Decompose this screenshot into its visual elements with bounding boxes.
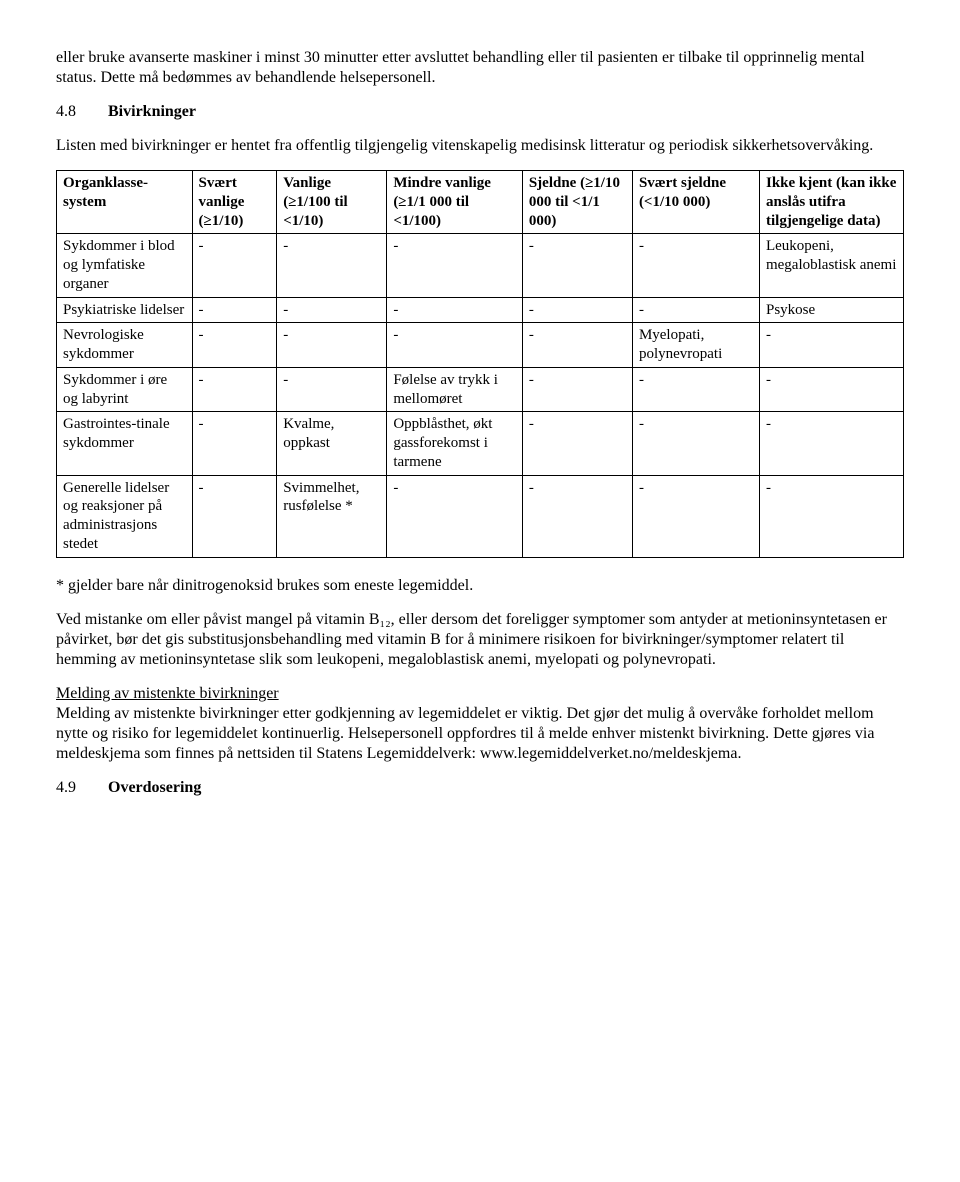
cell: - bbox=[277, 234, 387, 297]
cell: - bbox=[277, 323, 387, 368]
section-title: Bivirkninger bbox=[108, 103, 196, 120]
col-very-common: Svært vanlige (≥1/10) bbox=[192, 171, 277, 234]
cell: - bbox=[387, 475, 523, 557]
cell: - bbox=[632, 234, 759, 297]
cell: - bbox=[522, 367, 632, 412]
cell: - bbox=[192, 475, 277, 557]
cell: - bbox=[522, 234, 632, 297]
cell: - bbox=[759, 323, 903, 368]
col-common: Vanlige (≥1/100 til <1/10) bbox=[277, 171, 387, 234]
col-not-known: Ikke kjent (kan ikke anslås utifra tilgj… bbox=[759, 171, 903, 234]
cell: Nevrologiske sykdommer bbox=[57, 323, 193, 368]
section-num: 4.9 bbox=[56, 778, 104, 798]
cell: - bbox=[387, 323, 523, 368]
section-4-8-intro: Listen med bivirkninger er hentet fra of… bbox=[56, 136, 904, 156]
cell: Generelle lidelser og reaksjoner på admi… bbox=[57, 475, 193, 557]
cell: - bbox=[522, 297, 632, 323]
cell: - bbox=[759, 412, 903, 475]
cell: - bbox=[277, 297, 387, 323]
section-4-8-heading: 4.8 Bivirkninger bbox=[56, 102, 904, 122]
cell: - bbox=[387, 297, 523, 323]
cell: Kvalme, oppkast bbox=[277, 412, 387, 475]
cell: Leukopeni, megaloblastisk anemi bbox=[759, 234, 903, 297]
cell: Sykdommer i øre og labyrint bbox=[57, 367, 193, 412]
table-row: Gastrointes-tinale sykdommer - Kvalme, o… bbox=[57, 412, 904, 475]
intro-paragraph: eller bruke avanserte maskiner i minst 3… bbox=[56, 48, 904, 88]
cell: Sykdommer i blod og lymfatiske organer bbox=[57, 234, 193, 297]
cell: - bbox=[192, 297, 277, 323]
cell: - bbox=[277, 367, 387, 412]
col-organ-system: Organklasse-system bbox=[57, 171, 193, 234]
cell: - bbox=[522, 475, 632, 557]
cell: - bbox=[759, 475, 903, 557]
table-row: Generelle lidelser og reaksjoner på admi… bbox=[57, 475, 904, 557]
cell: - bbox=[192, 367, 277, 412]
table-row: Sykdommer i øre og labyrint - - Følelse … bbox=[57, 367, 904, 412]
section-title: Overdosering bbox=[108, 779, 201, 796]
col-uncommon: Mindre vanlige (≥1/1 000 til <1/100) bbox=[387, 171, 523, 234]
cell: Psykose bbox=[759, 297, 903, 323]
cell: Oppblåsthet, økt gassforekomst i tarmene bbox=[387, 412, 523, 475]
cell: - bbox=[632, 297, 759, 323]
cell: Følelse av trykk i mellomøret bbox=[387, 367, 523, 412]
cell: Svimmelhet, rusfølelse * bbox=[277, 475, 387, 557]
cell: - bbox=[192, 412, 277, 475]
table-row: Psykiatriske lidelser - - - - - Psykose bbox=[57, 297, 904, 323]
cell: - bbox=[522, 323, 632, 368]
table-header-row: Organklasse-system Svært vanlige (≥1/10)… bbox=[57, 171, 904, 234]
table-row: Nevrologiske sykdommer - - - - Myelopati… bbox=[57, 323, 904, 368]
cell: - bbox=[387, 234, 523, 297]
col-rare: Sjeldne (≥1/10 000 til <1/1 000) bbox=[522, 171, 632, 234]
vitamin-b-paragraph: Ved mistanke om eller påvist mangel på v… bbox=[56, 610, 904, 670]
section-4-9-heading: 4.9 Overdosering bbox=[56, 778, 904, 798]
report-paragraph: Melding av mistenkte bivirkninger etter … bbox=[56, 704, 904, 764]
cell: - bbox=[632, 412, 759, 475]
adverse-effects-table: Organklasse-system Svært vanlige (≥1/10)… bbox=[56, 170, 904, 558]
cell: Psykiatriske lidelser bbox=[57, 297, 193, 323]
cell: - bbox=[192, 323, 277, 368]
col-very-rare: Svært sjeldne (<1/10 000) bbox=[632, 171, 759, 234]
cell: Myelopati, polynevropati bbox=[632, 323, 759, 368]
cell: - bbox=[632, 475, 759, 557]
table-footnote: * gjelder bare når dinitrogenoksid bruke… bbox=[56, 576, 904, 596]
cell: - bbox=[759, 367, 903, 412]
table-row: Sykdommer i blod og lymfatiske organer -… bbox=[57, 234, 904, 297]
cell: Gastrointes-tinale sykdommer bbox=[57, 412, 193, 475]
cell: - bbox=[192, 234, 277, 297]
cell: - bbox=[522, 412, 632, 475]
report-subheading: Melding av mistenkte bivirkninger bbox=[56, 685, 279, 702]
section-num: 4.8 bbox=[56, 102, 104, 122]
cell: - bbox=[632, 367, 759, 412]
